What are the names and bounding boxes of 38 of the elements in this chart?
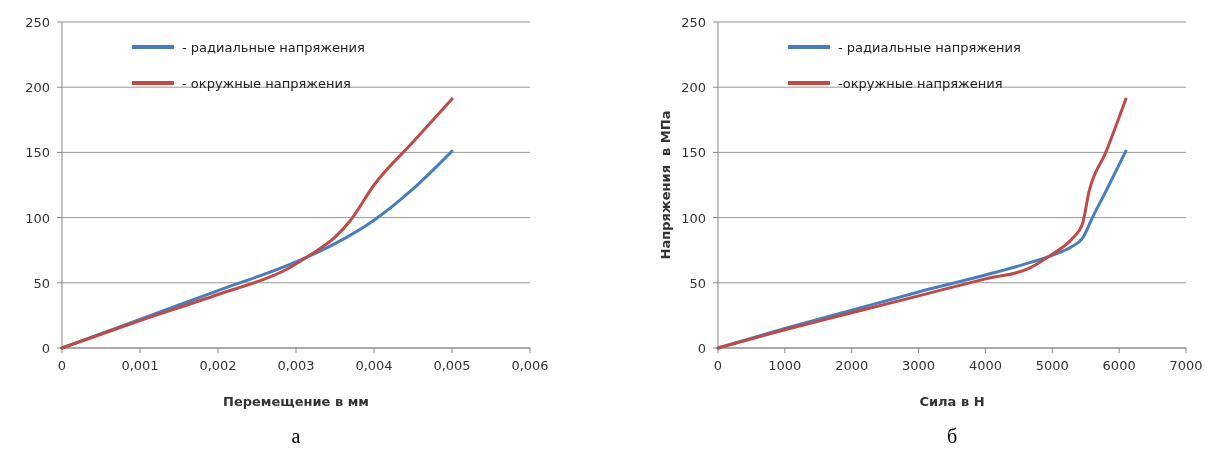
y-tick-label: 0 xyxy=(41,341,50,356)
legend-label: - радиальные напряжения xyxy=(182,40,365,55)
line-series xyxy=(60,97,454,350)
y-tick-label: 150 xyxy=(681,145,706,161)
x-tick-label: 0,001 xyxy=(121,358,159,373)
legend-label: - окружные напряжения xyxy=(182,76,351,91)
y-tick-label: 150 xyxy=(25,145,50,161)
y-tick-label: 50 xyxy=(33,275,50,291)
x-tick-label: 5000 xyxy=(1035,358,1069,373)
y-tick-label: 200 xyxy=(25,80,50,96)
x-tick-label: 0,004 xyxy=(355,358,393,373)
legend-label: -окружные напряжения xyxy=(838,76,1003,91)
x-tick-label: 0,005 xyxy=(433,358,471,373)
x-tick-label: 0,003 xyxy=(277,358,315,373)
line-series xyxy=(716,97,1128,350)
x-tick-label: 0,002 xyxy=(199,358,237,373)
x-tick-label: 0,006 xyxy=(511,358,549,373)
x-tick-label: 6000 xyxy=(1102,358,1136,373)
y-tick-label: 200 xyxy=(681,80,706,96)
x-tick-label: 1000 xyxy=(768,358,802,373)
legend-label: - радиальные напряжения xyxy=(838,40,1021,55)
x-tick-label: 0 xyxy=(713,358,723,373)
x-tick-label: 3000 xyxy=(902,358,936,373)
x-axis-title: Сила в Н xyxy=(919,394,985,409)
x-axis-title: Перемещение в мм xyxy=(223,394,369,409)
y-tick-label: 50 xyxy=(689,275,706,291)
y-tick-label: 100 xyxy=(25,210,50,226)
text: б xyxy=(946,425,958,447)
y-tick-label: 0 xyxy=(697,341,706,356)
y-axis-title: Напряжения в МПа xyxy=(658,110,673,260)
x-tick-label: 7000 xyxy=(1169,358,1203,373)
text: а xyxy=(291,425,301,447)
x-tick-label: 2000 xyxy=(835,358,869,373)
x-tick-label: 4000 xyxy=(968,358,1002,373)
y-tick-label: 250 xyxy=(681,15,706,30)
y-tick-label: 100 xyxy=(681,210,706,226)
y-tick-label: 250 xyxy=(25,15,50,30)
x-tick-label: 0 xyxy=(57,358,67,373)
